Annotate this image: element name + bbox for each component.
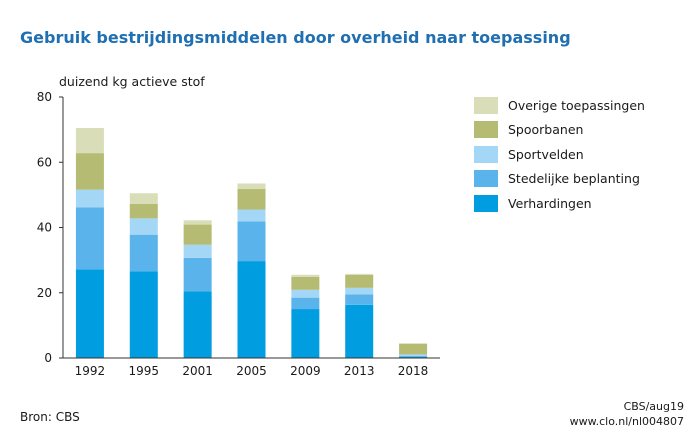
chart-title: Gebruik bestrijdingsmiddelen door overhe… — [20, 28, 571, 47]
legend-swatch — [474, 194, 498, 212]
legend-label: Stedelijke beplanting — [508, 171, 640, 187]
x-tick-label: 2009 — [290, 364, 321, 378]
legend-label: Sportvelden — [508, 146, 584, 162]
bar-2009-series-0 — [291, 309, 320, 358]
bar-1992-series-2 — [75, 189, 104, 208]
legend-swatch — [474, 121, 498, 139]
bar-2009-series-4 — [291, 274, 320, 277]
bar-2001-series-0 — [183, 291, 212, 358]
bar-2009-series-3 — [291, 276, 320, 290]
bar-1995-series-0 — [129, 271, 158, 358]
x-tick-label: 2013 — [344, 364, 375, 378]
bar-2005-series-0 — [237, 261, 266, 358]
legend-item: Verhardingen — [474, 191, 645, 216]
bar-2009-series-2 — [291, 289, 320, 298]
bar-2013-series-0 — [345, 304, 374, 358]
legend-label: Spoorbanen — [508, 122, 584, 138]
bar-2013-series-4 — [345, 273, 374, 275]
x-tick-label: 2018 — [398, 364, 429, 378]
y-tick-label: 20 — [37, 286, 52, 300]
chart-legend: Overige toepassingen Spoorbanen Sportvelde… — [474, 93, 645, 216]
y-tick-label: 80 — [37, 90, 52, 104]
bar-1995-series-3 — [129, 204, 158, 219]
legend-item: Stedelijke beplanting — [474, 167, 645, 192]
legend-item: Spoorbanen — [474, 118, 645, 143]
y-tick-label: 60 — [37, 155, 52, 169]
bar-2018-series-3 — [399, 343, 428, 355]
credit-line-2: www.clo.nl/nl004807 — [569, 415, 684, 428]
bar-2001-series-4 — [183, 220, 212, 225]
bar-1995-series-2 — [129, 218, 158, 235]
legend-swatch — [474, 170, 498, 188]
legend-label: Overige toepassingen — [508, 97, 645, 113]
bar-1992-series-0 — [75, 269, 104, 358]
legend-swatch — [474, 145, 498, 163]
bar-2013-series-3 — [345, 274, 374, 288]
legend-item: Sportvelden — [474, 142, 645, 167]
bar-2005-series-3 — [237, 189, 266, 210]
bar-1995-series-4 — [129, 193, 158, 205]
bar-1992-series-3 — [75, 153, 104, 190]
bar-2005-series-1 — [237, 221, 266, 262]
bar-2001-series-2 — [183, 244, 212, 258]
x-tick-label: 2001 — [182, 364, 213, 378]
bar-1995-series-1 — [129, 234, 158, 272]
x-tick-label: 1992 — [75, 364, 106, 378]
y-tick-label: 0 — [44, 351, 52, 365]
source-note: Bron: CBS — [20, 410, 80, 424]
credit-line-1: CBS/aug19 — [623, 400, 684, 413]
y-tick-label: 40 — [37, 221, 52, 235]
x-tick-label: 1995 — [129, 364, 160, 378]
legend-label: Verhardingen — [508, 195, 592, 211]
legend-item: Overige toepassingen — [474, 93, 645, 118]
bar-1992-series-4 — [75, 127, 104, 154]
y-axis-label: duizend kg actieve stof — [59, 74, 205, 89]
legend-swatch — [474, 96, 498, 114]
bar-2005-series-4 — [237, 183, 266, 190]
bar-2009-series-1 — [291, 297, 320, 310]
bar-2013-series-1 — [345, 294, 374, 305]
bar-1992-series-1 — [75, 207, 104, 270]
bar-2013-series-2 — [345, 287, 374, 295]
bar-2005-series-2 — [237, 209, 266, 222]
x-tick-label: 2005 — [236, 364, 267, 378]
credit-note: CBS/aug19 www.clo.nl/nl004807 — [570, 399, 684, 429]
bar-2018-series-1 — [399, 356, 428, 358]
bar-2018-series-2 — [399, 354, 428, 357]
bar-2001-series-1 — [183, 257, 212, 292]
bar-2001-series-3 — [183, 224, 212, 245]
